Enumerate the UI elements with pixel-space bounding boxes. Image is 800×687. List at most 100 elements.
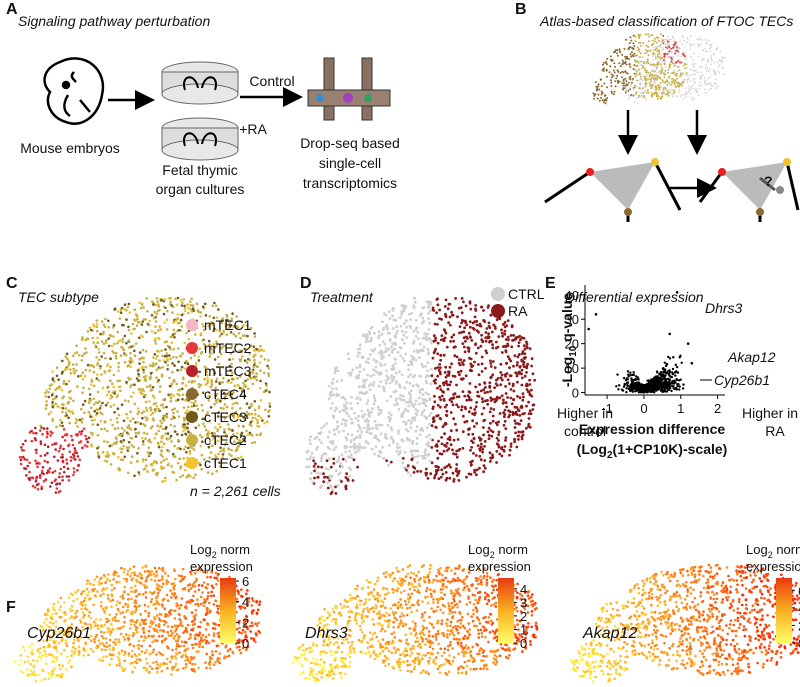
cell-dot [154, 460, 158, 463]
cell-dot [59, 467, 63, 471]
cell-dot [365, 390, 369, 394]
cell-dot [489, 399, 493, 402]
cell-dot [717, 65, 719, 68]
cell-dot [21, 443, 25, 446]
cell-dot [712, 53, 715, 56]
cell-dot [686, 66, 689, 69]
x-tick-label: 1 [677, 401, 684, 416]
cell-dot [187, 430, 190, 434]
cell-dot [661, 40, 664, 43]
cell-dot [621, 82, 624, 85]
cell-dot [89, 398, 92, 402]
cell-dot [468, 335, 472, 339]
cell-dot [709, 68, 711, 70]
cell-dot [48, 470, 51, 474]
cell-dot [58, 472, 61, 475]
cell-dot [705, 40, 708, 42]
cell-dot [132, 445, 136, 449]
cell-dot [150, 314, 154, 317]
cell-dot [705, 70, 708, 72]
cell-dot [635, 74, 637, 77]
cell-dot [106, 451, 109, 454]
cell-dot [345, 411, 348, 415]
cell-dot [413, 296, 416, 300]
cell-dot [488, 384, 492, 388]
cell-dot [503, 445, 507, 448]
cell-dot [407, 404, 410, 408]
cell-dot [653, 77, 656, 79]
gene-dot [653, 388, 656, 391]
cell-dot [248, 358, 252, 362]
cell-dot [657, 77, 659, 80]
cell-dot [634, 69, 637, 71]
gene-dot [660, 382, 663, 385]
cell-dot [127, 364, 130, 367]
cell-dot [491, 346, 495, 350]
cell-dot [427, 305, 431, 309]
gene-dot [630, 377, 633, 380]
cell-dot [189, 303, 193, 307]
cell-dot [497, 335, 501, 338]
cell-dot [56, 405, 59, 408]
cell-dot [134, 431, 138, 435]
cell-dot [623, 47, 626, 50]
cell-dot [368, 353, 372, 356]
cell-dot [470, 463, 473, 467]
cell-dot [334, 369, 337, 372]
cell-dot [416, 461, 419, 464]
cell-dot [102, 332, 105, 336]
cell-dot [138, 358, 141, 361]
cell-dot [59, 605, 62, 608]
cell-dot [682, 51, 685, 53]
cell-dot [409, 426, 413, 430]
label: Drop-seq based [300, 135, 400, 151]
cell-dot [633, 52, 636, 55]
cell-dot [213, 358, 217, 361]
cell-dot [367, 442, 370, 445]
cell-dot [380, 332, 384, 336]
cell-dot [669, 38, 672, 41]
cell-dot [473, 328, 476, 331]
cell-dot [157, 591, 160, 595]
cell-dot [114, 436, 118, 439]
cell-dot [142, 375, 146, 379]
gene-dot [617, 388, 620, 391]
cell-dot [436, 386, 439, 390]
cell-dot [364, 340, 368, 344]
cell-dot [224, 394, 227, 398]
cell-dot [183, 341, 186, 345]
cell-dot [523, 374, 527, 378]
cell-dot [221, 317, 224, 320]
cell-dot [246, 433, 249, 437]
cell-dot [197, 424, 201, 427]
cell-dot [101, 401, 104, 405]
cell-dot [252, 355, 255, 359]
cell-dot [110, 594, 114, 598]
legend-label: mTEC3 [204, 363, 252, 379]
cell-dot [71, 443, 75, 447]
cell-dot [107, 390, 111, 394]
cell-dot [210, 383, 214, 387]
cell-dot [407, 375, 410, 379]
cell-dot [489, 359, 492, 363]
cell-dot [119, 447, 122, 450]
cell-dot [659, 44, 662, 47]
cell-dot [194, 361, 198, 365]
cell-dot [51, 370, 54, 373]
cell-dot [356, 465, 359, 469]
cell-dot [93, 418, 96, 422]
cell-dot [685, 96, 687, 98]
cell-dot [648, 35, 651, 38]
cell-dot [172, 321, 175, 324]
cell-dot [160, 467, 163, 471]
cell-dot [112, 385, 115, 389]
cell-dot [675, 65, 677, 67]
cell-dot [416, 454, 420, 458]
cell-dot [345, 407, 349, 410]
cell-dot [109, 405, 113, 408]
cell-dot [99, 332, 102, 336]
cell-dot [639, 56, 641, 58]
cell-dot [706, 51, 708, 53]
cell-dot [413, 416, 417, 419]
cell-dot [331, 440, 335, 443]
